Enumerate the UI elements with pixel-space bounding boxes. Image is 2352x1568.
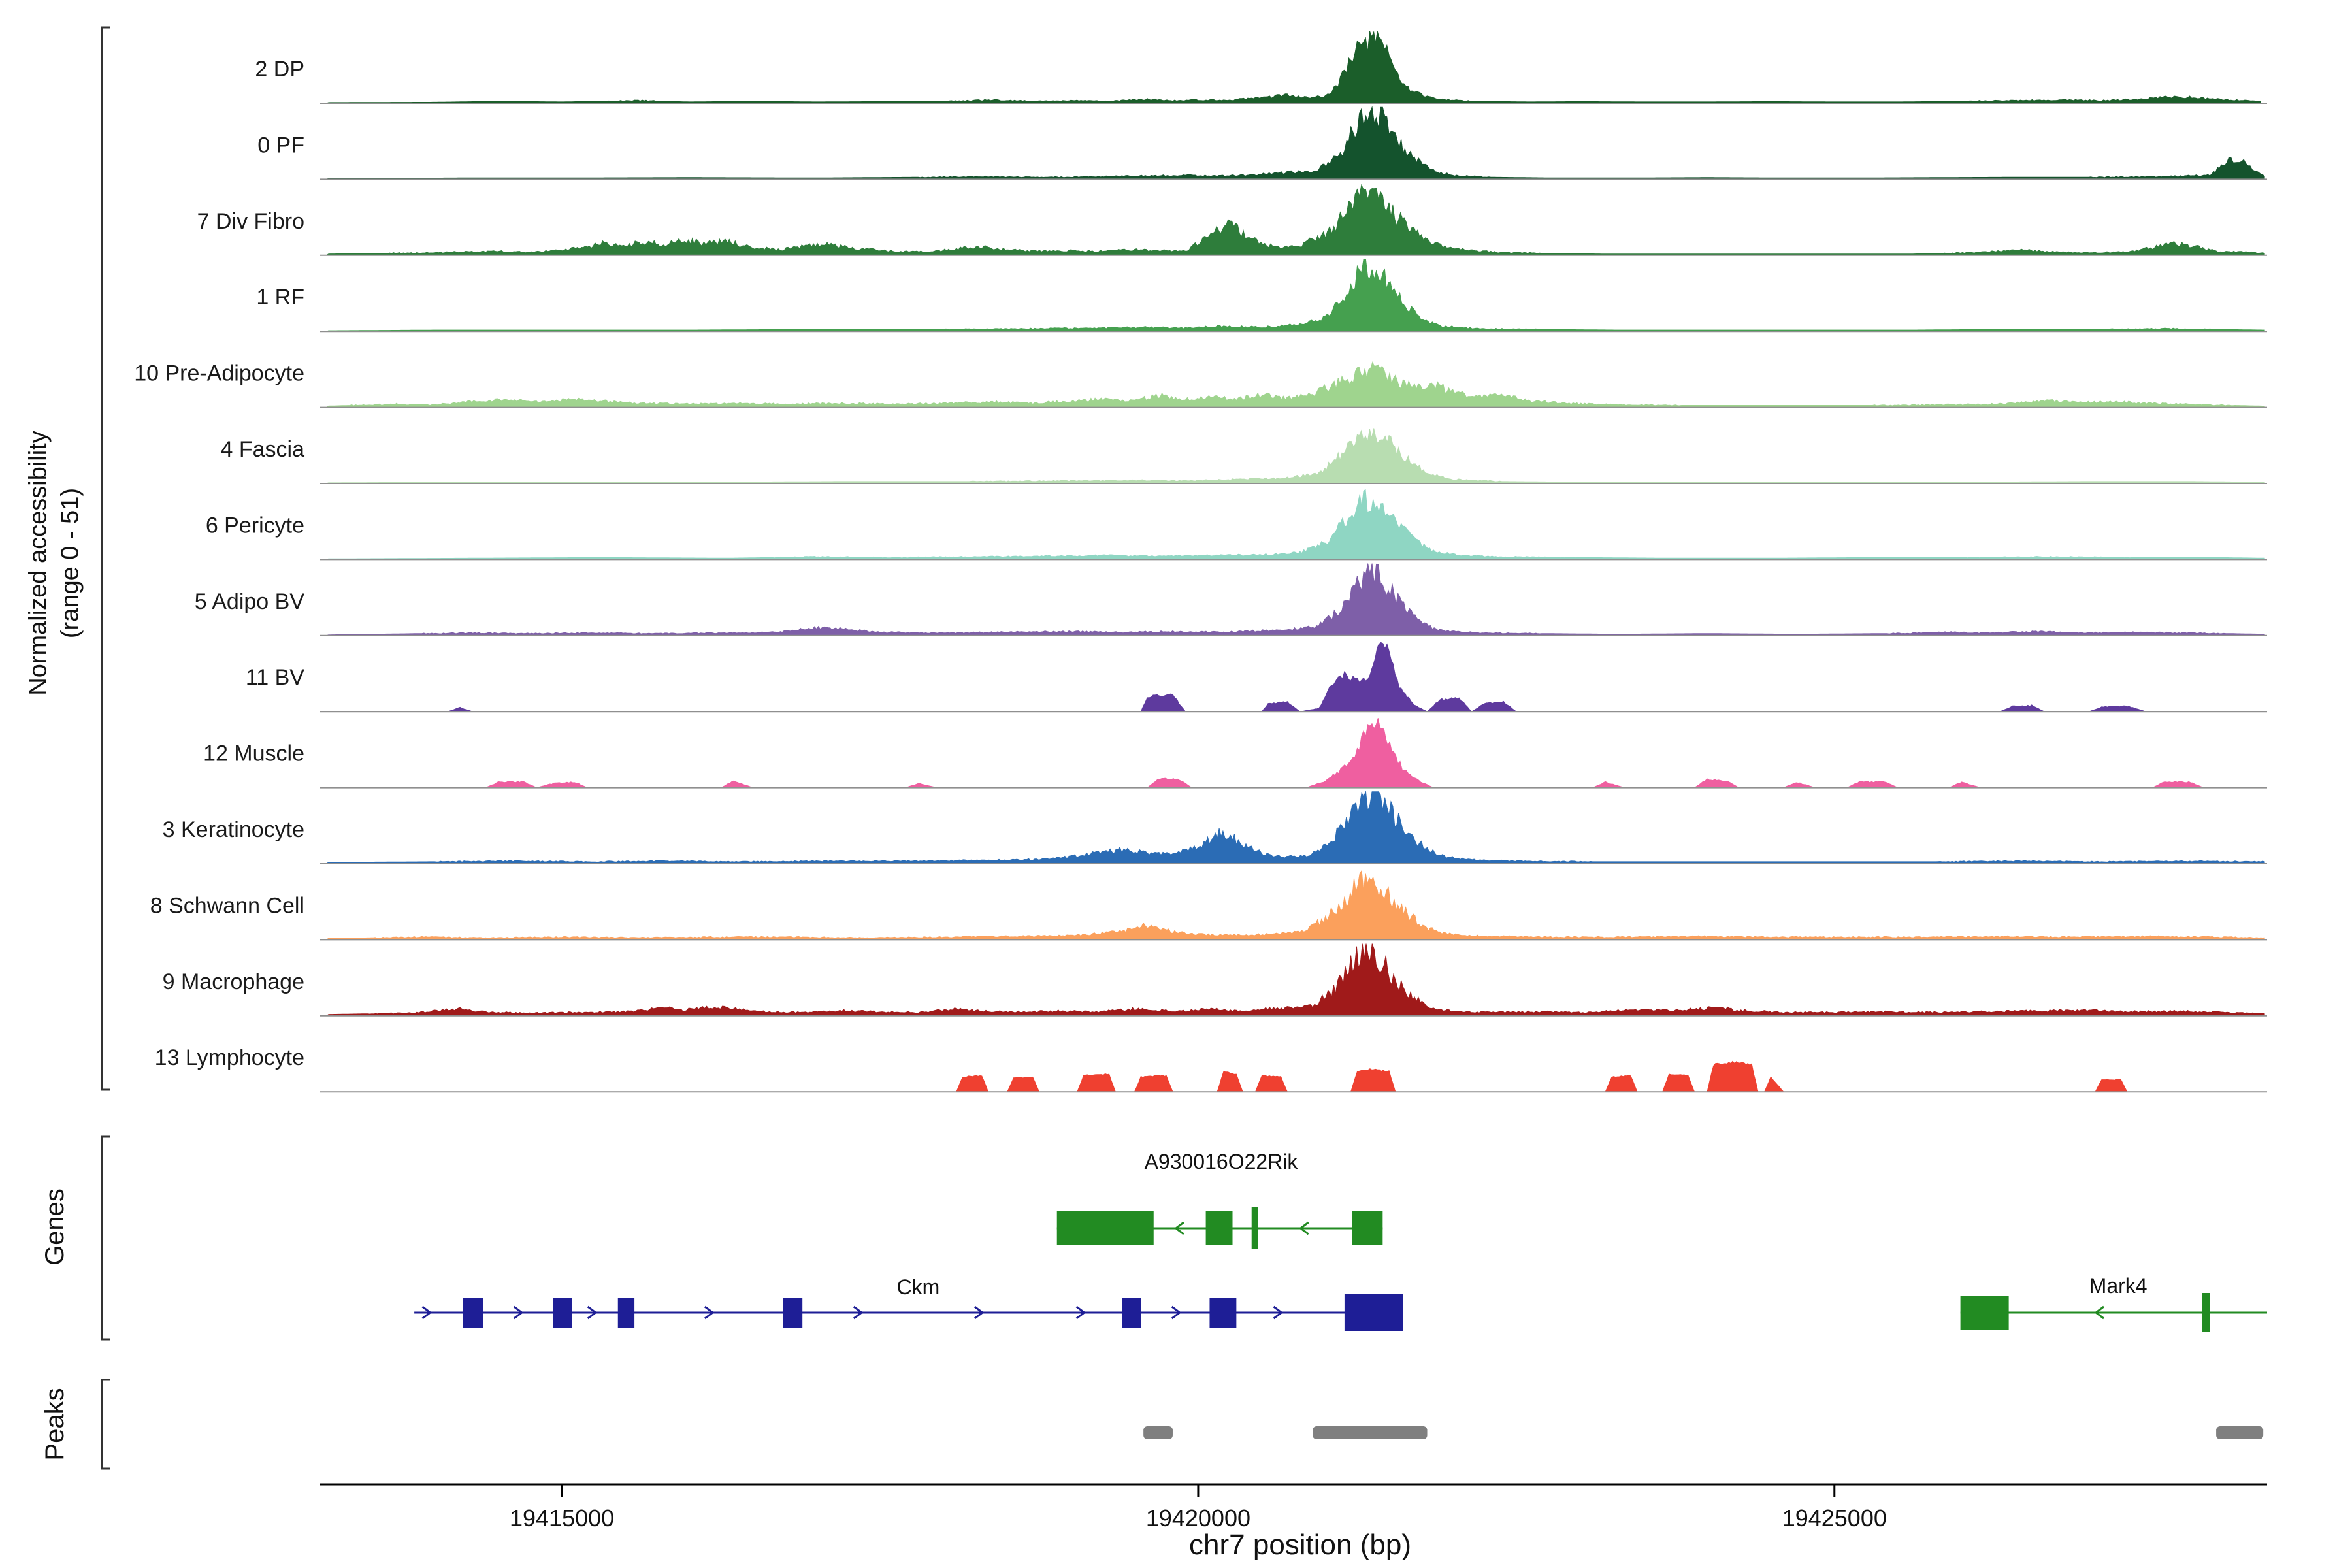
track-label-div-fibro-7: 7 Div Fibro	[197, 209, 304, 234]
signal-area-dp-2	[326, 31, 2261, 104]
signal-area-pre-adipocyte-10	[325, 361, 2265, 408]
exon-Mark4	[1960, 1296, 2009, 1330]
track-label-pericyte-6: 6 Pericyte	[206, 513, 304, 538]
x-tick-label: 19420000	[1146, 1505, 1250, 1531]
exon-Ckm	[1122, 1298, 1141, 1328]
y-axis-label: Normalized accessibility (range 0 - 51)	[23, 431, 88, 695]
genes-section-label: Genes	[41, 1188, 69, 1266]
peak-bar-1	[1313, 1426, 1428, 1439]
track-label-rf-1: 1 RF	[256, 285, 304, 310]
exon-A930016O22Rik	[1251, 1207, 1258, 1249]
peaks-section-label: Peaks	[41, 1388, 69, 1461]
track-label-pre-adipocyte-10: 10 Pre-Adipocyte	[134, 361, 304, 386]
strand-arrow-icon	[421, 1305, 433, 1320]
x-axis-title: chr7 position (bp)	[1189, 1529, 1411, 1561]
exon-A930016O22Rik	[1205, 1211, 1233, 1245]
signal-area-div-fibro-7	[325, 184, 2265, 256]
gene-label-A930016O22Rik: A930016O22Rik	[1145, 1150, 1299, 1173]
x-tick-label: 19425000	[1782, 1505, 1887, 1531]
strand-arrow-icon	[587, 1305, 598, 1320]
exon-Ckm	[617, 1298, 635, 1328]
signal-area-pericyte-6	[326, 489, 2265, 560]
track-label-muscle-12: 12 Muscle	[203, 742, 304, 766]
signal-area-macrophage-9	[325, 943, 2265, 1017]
track-label-schwann-cell-8: 8 Schwann Cell	[150, 893, 304, 918]
track-label-pf-0: 0 PF	[257, 133, 304, 157]
peak-bar-2	[2216, 1426, 2264, 1439]
exon-Ckm	[1344, 1294, 1403, 1331]
y-axis-label-line2: (range 0 - 51)	[57, 487, 84, 639]
exon-Ckm	[553, 1298, 572, 1328]
track-label-fascia-4: 4 Fascia	[221, 437, 305, 462]
strand-arrow-icon	[1174, 1221, 1184, 1235]
gene-label-Ckm: Ckm	[897, 1275, 940, 1299]
track-label-lymphocyte-13: 13 Lymphocyte	[155, 1045, 304, 1070]
exon-A930016O22Rik	[1352, 1211, 1383, 1245]
exon-A930016O22Rik	[1056, 1211, 1154, 1245]
strand-arrow-icon	[853, 1305, 864, 1320]
strand-arrow-icon	[1273, 1305, 1284, 1320]
signal-area-pf-0	[326, 106, 2265, 180]
track-label-keratinocyte-3: 3 Keratinocyte	[163, 817, 304, 842]
signal-area-muscle-12	[326, 718, 2265, 789]
y-axis-label-line1: Normalized accessibility	[24, 431, 52, 696]
signal-area-keratinocyte-3	[325, 790, 2265, 864]
peak-bar-0	[1143, 1426, 1173, 1439]
signal-area-schwann-cell-8	[325, 870, 2265, 940]
strand-arrow-icon	[973, 1305, 985, 1320]
tracks-bracket	[101, 26, 110, 1091]
peaks-bracket	[101, 1379, 110, 1470]
strand-arrow-icon	[2094, 1305, 2104, 1320]
x-tick-label: 19415000	[510, 1505, 614, 1531]
track-label-bv-11: 11 BV	[246, 665, 304, 690]
signal-area-rf-1	[326, 259, 2265, 332]
genes-bracket	[101, 1135, 110, 1341]
track-label-dp-2: 2 DP	[255, 57, 304, 82]
exon-Ckm	[463, 1298, 483, 1328]
signal-area-bv-11	[326, 642, 2265, 712]
gene-label-Mark4: Mark4	[2089, 1274, 2148, 1298]
exon-Mark4	[2202, 1293, 2210, 1332]
strand-arrow-icon	[513, 1305, 524, 1320]
strand-arrow-icon	[1299, 1221, 1309, 1235]
strand-arrow-icon	[1171, 1305, 1182, 1320]
signal-area-adipo-bv-5	[326, 563, 2265, 636]
track-label-macrophage-9: 9 Macrophage	[163, 970, 304, 994]
exon-Ckm	[1209, 1298, 1237, 1328]
track-label-adipo-bv-5: 5 Adipo BV	[195, 589, 305, 614]
strand-arrow-icon	[704, 1305, 715, 1320]
signal-area-lymphocyte-13	[326, 1060, 2265, 1092]
signal-area-fascia-4	[326, 428, 2265, 484]
exon-Ckm	[783, 1298, 803, 1328]
strand-arrow-icon	[1075, 1305, 1086, 1320]
